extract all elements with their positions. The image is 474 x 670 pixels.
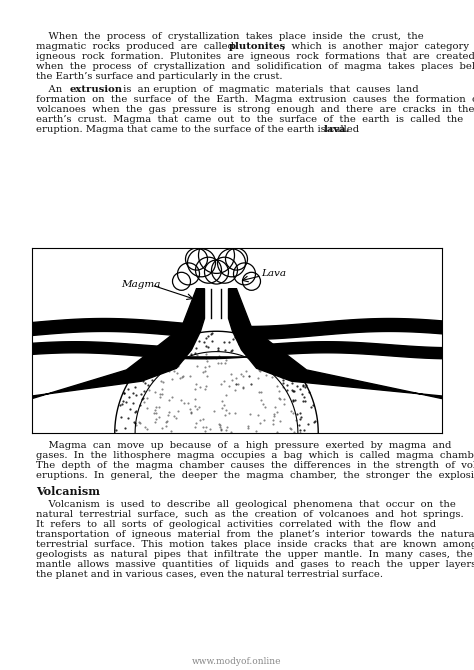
Polygon shape [115, 331, 318, 433]
Text: gases.  In  the  lithosphere  magma  occupies  a  bag  which  is  called  magma : gases. In the lithosphere magma occupies… [36, 451, 474, 460]
Text: transportation  of  igneous  material  from  the  planet’s  interior  towards  t: transportation of igneous material from … [36, 530, 474, 539]
Text: earth’s  crust.  Magma  that  came  out  to  the  surface  of  the  earth  is  c: earth’s crust. Magma that came out to th… [36, 115, 463, 124]
Text: Magma: Magma [121, 281, 161, 289]
Text: volcanoes  when  the  gas  pressure  is  strong  enough  and  there  are  cracks: volcanoes when the gas pressure is stron… [36, 105, 474, 114]
Text: eruption. Magma that came to the surface of the earth is called: eruption. Magma that came to the surface… [36, 125, 362, 134]
Text: when  the  process  of  crystallization  and  solidification  of  magma  takes  : when the process of crystallization and … [36, 62, 474, 71]
Text: the Earth’s surface and particularly in the crust.: the Earth’s surface and particularly in … [36, 72, 283, 81]
Text: extrusion: extrusion [70, 85, 123, 94]
Text: the planet and in various cases, even the natural terrestrial surface.: the planet and in various cases, even th… [36, 570, 383, 579]
Text: lava.: lava. [324, 125, 350, 134]
Text: An: An [36, 85, 65, 94]
Text: natural  terrestrial  surface,  such  as  the  creation  of  volcanoes  and  hot: natural terrestrial surface, such as the… [36, 510, 464, 519]
Text: geologists  as  natural  pipes  that  infiltrate  the  upper  mantle.  In  many : geologists as natural pipes that infiltr… [36, 550, 473, 559]
Text: mantle  allows  massive  quantities  of  liquids  and  gases  to  reach  the  up: mantle allows massive quantities of liqu… [36, 560, 474, 569]
Text: magmatic  rocks  produced  are  called: magmatic rocks produced are called [36, 42, 240, 51]
Text: Lava: Lava [262, 269, 286, 279]
Text: Magma  can  move  up  because  of  a  high  pressure  exerted  by  magma  and: Magma can move up because of a high pres… [36, 441, 451, 450]
Text: plutonites: plutonites [229, 42, 286, 51]
Polygon shape [32, 289, 204, 399]
Text: ,  which  is  another  major  category  of: , which is another major category of [282, 42, 474, 51]
Text: www.modyof.online: www.modyof.online [192, 657, 282, 666]
Text: It  refers  to  all  sorts  of  geological  activities  correlated  with  the  f: It refers to all sorts of geological act… [36, 520, 436, 529]
Text: When  the  process  of  crystallization  takes  place  inside  the  crust,  the: When the process of crystallization take… [36, 32, 424, 41]
Text: is  an eruption  of  magmatic  materials  that  causes  land: is an eruption of magmatic materials tha… [120, 85, 419, 94]
Text: terrestrial  surface.  This  motion  takes  place  inside  cracks  that  are  kn: terrestrial surface. This motion takes p… [36, 540, 474, 549]
Text: igneous  rock  formation.  Plutonites  are  igneous  rock  formations  that  are: igneous rock formation. Plutonites are i… [36, 52, 474, 61]
Text: eruptions.  In  general,  the  deeper  the  magma  chamber,  the  stronger  the : eruptions. In general, the deeper the ma… [36, 471, 474, 480]
Text: Volcanism: Volcanism [36, 486, 100, 497]
Text: formation  on  the  surface  of  the  Earth.  Magma  extrusion  causes  the  for: formation on the surface of the Earth. M… [36, 95, 474, 104]
Polygon shape [228, 289, 442, 399]
Text: Volcanism  is  used  to  describe  all  geological  phenomena  that  occur  on  : Volcanism is used to describe all geolog… [36, 500, 456, 509]
Text: The  depth  of  the  magma  chamber  causes  the  differences  in  the  strength: The depth of the magma chamber causes th… [36, 461, 474, 470]
